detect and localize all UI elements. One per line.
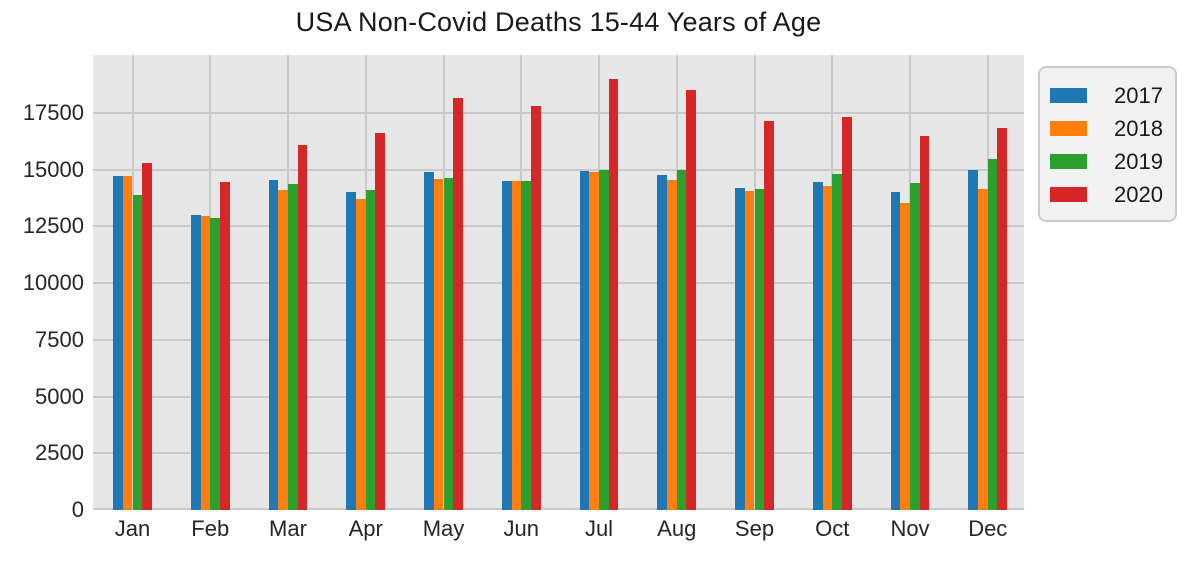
- legend-label: 2020: [1114, 181, 1163, 207]
- bar-2017-oct: [812, 182, 823, 510]
- bar-2019-jan: [132, 194, 143, 510]
- x-tick-label: Oct: [815, 516, 850, 541]
- bar-2019-nov: [910, 183, 920, 510]
- bar-2019-aug: [676, 169, 687, 510]
- bar-2017-mar: [268, 179, 279, 510]
- y-tick-label: 10000: [22, 270, 84, 296]
- bar-2018-nov: [900, 202, 910, 510]
- gridline-horizontal: [93, 225, 1024, 228]
- legend-item-2020: 2020: [1050, 178, 1163, 211]
- y-tick-label: 5000: [35, 383, 84, 409]
- y-tick-label: 7500: [35, 326, 84, 352]
- bar-2018-oct: [822, 185, 833, 510]
- x-tick-label: Jul: [584, 516, 614, 541]
- legend-swatch-2020: [1050, 187, 1087, 202]
- bar-2020-sep: [764, 120, 774, 510]
- bar-2018-sep: [744, 191, 755, 510]
- bar-2020-apr: [375, 133, 386, 510]
- bar-2017-jul: [579, 170, 590, 510]
- bar-2020-may: [453, 98, 463, 510]
- y-tick-label: 15000: [22, 156, 84, 182]
- x-tick-label: Nov: [890, 516, 930, 541]
- gridline-horizontal: [93, 168, 1024, 171]
- x-tick-label: Jun: [503, 516, 539, 541]
- bar-2019-mar: [288, 184, 298, 510]
- x-tick-label: Feb: [191, 516, 230, 541]
- bar-2017-nov: [890, 192, 901, 510]
- y-tick-label: 12500: [22, 213, 84, 239]
- y-tick-label: 2500: [35, 440, 84, 466]
- bar-2018-aug: [667, 179, 677, 510]
- bar-2020-mar: [297, 144, 308, 510]
- bar-2017-aug: [657, 175, 668, 510]
- bar-2020-jun: [530, 106, 541, 510]
- gridline-horizontal: [93, 338, 1024, 341]
- x-tick-label: Aug: [657, 516, 697, 541]
- bar-2019-jul: [599, 169, 609, 510]
- chart-title: USA Non-Covid Deaths 15-44 Years of Age: [295, 7, 822, 37]
- gridline-horizontal: [93, 452, 1024, 455]
- bar-2017-apr: [346, 192, 357, 510]
- legend-item-2019: 2019: [1050, 145, 1163, 178]
- gridline-horizontal: [93, 111, 1024, 114]
- legend-label: 2018: [1114, 115, 1163, 141]
- bar-2019-apr: [365, 190, 376, 510]
- x-tick-label: Jan: [114, 516, 151, 541]
- bar-2020-dec: [997, 127, 1008, 510]
- y-tick-label: 0: [71, 497, 84, 522]
- bar-2019-dec: [987, 159, 998, 510]
- bar-2017-may: [424, 171, 434, 510]
- plot-area: [93, 55, 1024, 510]
- bar-2020-jan: [142, 162, 152, 510]
- bar-2020-nov: [919, 135, 930, 510]
- bar-2017-jan: [113, 176, 123, 510]
- gridline-horizontal: [93, 395, 1024, 398]
- bar-2018-jun: [511, 180, 522, 510]
- bar-2017-sep: [735, 187, 745, 510]
- y-tick-label: 17500: [22, 99, 84, 125]
- legend-swatch-2017: [1050, 88, 1087, 103]
- x-tick-label: Sep: [734, 516, 775, 541]
- x-tick-label: Mar: [269, 516, 307, 541]
- legend-swatch-2019: [1050, 154, 1087, 169]
- gridline-horizontal: [93, 508, 1024, 510]
- bar-2020-aug: [686, 90, 697, 510]
- bar-2018-feb: [200, 216, 211, 510]
- bar-2019-sep: [754, 188, 765, 510]
- bar-2019-jun: [521, 180, 531, 510]
- bar-2018-dec: [978, 188, 988, 510]
- bar-2020-feb: [219, 182, 230, 510]
- bar-2018-jan: [122, 176, 133, 510]
- legend-label: 2019: [1114, 148, 1163, 174]
- bar-2018-mar: [278, 190, 288, 510]
- bar-2018-apr: [356, 199, 366, 510]
- bar-2019-may: [443, 177, 454, 510]
- x-tick-label: May: [422, 516, 465, 541]
- bar-2017-dec: [968, 169, 979, 510]
- bar-2018-jul: [589, 171, 599, 510]
- legend-item-2018: 2018: [1050, 112, 1163, 145]
- bar-2017-feb: [190, 215, 201, 510]
- bar-2019-feb: [210, 218, 220, 510]
- legend-swatch-2018: [1050, 121, 1087, 136]
- x-tick-label: Apr: [348, 516, 383, 541]
- x-tick-label: Dec: [968, 516, 1008, 541]
- bar-2017-jun: [501, 180, 512, 510]
- legend: 2017 2018 2019 2020: [1038, 66, 1177, 222]
- bar-2018-may: [433, 178, 444, 510]
- bar-2019-oct: [832, 174, 842, 510]
- legend-label: 2017: [1114, 82, 1163, 108]
- bar-2020-jul: [608, 78, 619, 510]
- bar-2020-oct: [841, 117, 852, 510]
- legend-item-2017: 2017: [1050, 79, 1163, 112]
- gridline-horizontal: [93, 282, 1024, 285]
